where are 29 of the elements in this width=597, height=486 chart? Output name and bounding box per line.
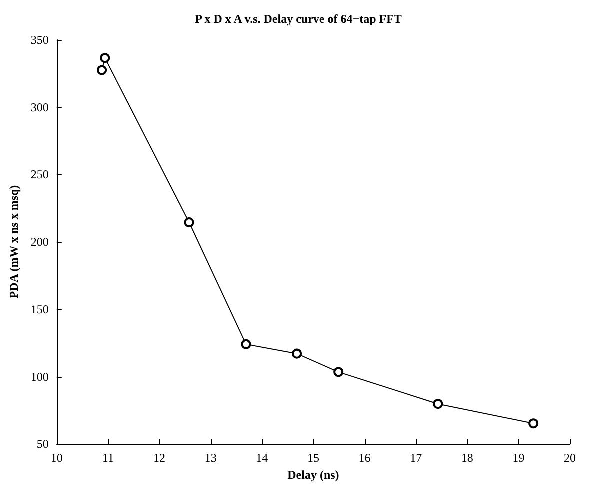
x-tick-label: 10 [50,451,63,466]
point [97,65,108,76]
y-tick-label: 200 [30,235,49,250]
point [528,418,539,429]
x-axis-title: Delay (ns) [288,468,340,482]
point [334,367,344,378]
x-tick-label: 11 [102,451,114,466]
point [100,53,110,64]
x-tick-label: 17 [410,451,422,466]
y-tick-label: 150 [30,302,49,316]
y-tick-label: 350 [30,33,49,47]
y-tick-label: 300 [30,100,49,114]
x-tick-label: 15 [307,451,320,466]
x-tick-label: 14 [256,451,268,466]
y-tick-label: 100 [30,370,49,384]
x-tick-label: 18 [461,451,474,466]
point [433,399,444,410]
y-tick-label: 50 [36,437,49,452]
chart-title: P x D x A v.s. Delay curve of 64−tap FFT [195,12,402,26]
x-tick-label: 13 [204,451,217,466]
y-tick-label: 250 [30,168,49,182]
x-tick-label: 16 [358,451,371,466]
x-tick-label: 19 [512,451,525,466]
point [292,348,302,359]
x-tick-label: 20 [564,451,576,466]
x-tick-label: 12 [154,451,166,466]
y-axis-title: PDA (mW x ns x msq) [7,185,21,299]
point [241,339,252,350]
point [184,218,194,228]
